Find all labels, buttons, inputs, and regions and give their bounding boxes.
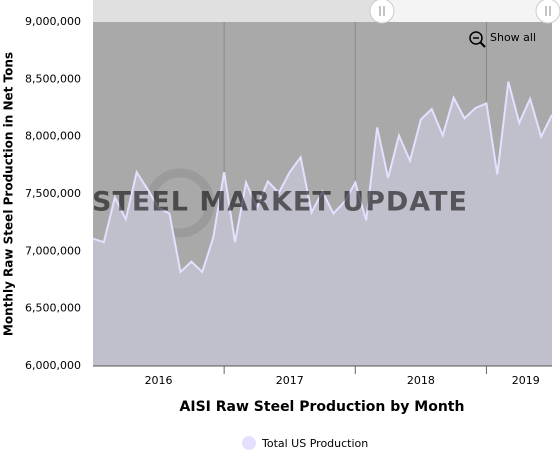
button-label: Show all xyxy=(490,31,536,44)
x-tick-label: 2018 xyxy=(407,374,435,387)
navigator-selection[interactable] xyxy=(382,0,552,22)
y-tick-label: 8,000,000 xyxy=(25,130,81,143)
y-axis-title: Monthly Raw Steel Production in Net Tons xyxy=(2,52,16,336)
y-tick-label: 6,000,000 xyxy=(25,359,81,372)
navigator-handle[interactable] xyxy=(535,0,560,24)
area xyxy=(93,81,552,367)
x-tick-label: 2016 xyxy=(145,374,173,387)
y-tick-label: 8,500,000 xyxy=(25,72,81,85)
show-all-button[interactable]: Show all xyxy=(469,31,536,48)
y-tick-label: 7,500,000 xyxy=(25,187,81,200)
x-tick-label: 2017 xyxy=(276,374,304,387)
watermark: STEEL MARKET UPDATE xyxy=(92,187,468,218)
line xyxy=(92,81,553,274)
x-axis-title: AISI Raw Steel Production by Month xyxy=(180,399,465,415)
y-tick-label: 9,000,000 xyxy=(25,15,81,28)
legend-label[interactable]: Total US Production xyxy=(261,437,368,450)
y-tick-label: 6,500,000 xyxy=(25,302,81,315)
legend-marker[interactable] xyxy=(242,436,256,450)
y-tick-label: 7,000,000 xyxy=(25,244,81,257)
navigator-handle[interactable] xyxy=(369,0,395,24)
x-tick-label: 2019 xyxy=(512,374,540,387)
zoom-icon-handle xyxy=(479,41,486,48)
zoom-icon xyxy=(469,31,483,45)
